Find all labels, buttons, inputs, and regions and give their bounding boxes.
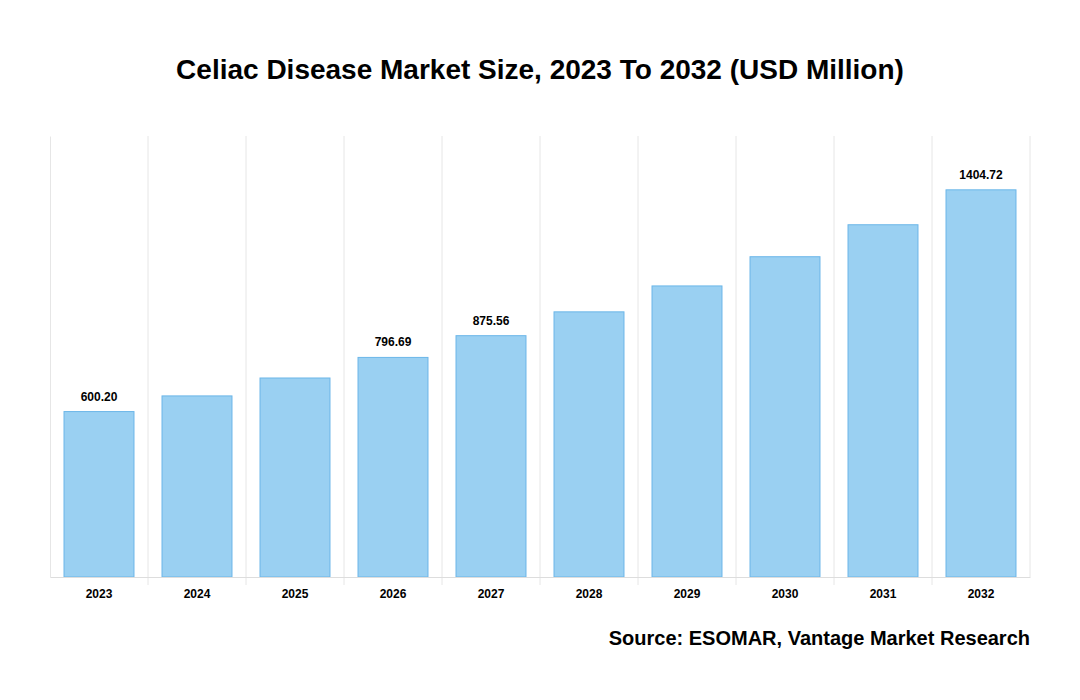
data-label: 796.69 xyxy=(375,335,412,349)
bar xyxy=(456,336,526,577)
data-label: 875.56 xyxy=(473,314,510,328)
data-labels: 600.20 796.69 875.56 1404.72 xyxy=(81,168,1003,404)
data-label: 600.20 xyxy=(81,390,118,404)
bar xyxy=(946,190,1016,577)
grid-line xyxy=(834,136,835,585)
frame-line xyxy=(1030,136,1031,577)
grid-line xyxy=(344,136,345,585)
grid-line xyxy=(932,136,933,585)
grid-line xyxy=(148,136,149,585)
x-tick-label: 2026 xyxy=(380,587,407,601)
x-tick-label: 2028 xyxy=(576,587,603,601)
bars xyxy=(64,190,1016,577)
y-axis xyxy=(50,137,51,578)
grid-line xyxy=(540,136,541,585)
grid-line xyxy=(246,136,247,585)
source: Source: ESOMAR, Vantage Market Research xyxy=(609,627,1030,649)
bar xyxy=(554,312,624,577)
grid-line xyxy=(442,136,443,585)
chart: Celiac Disease Market Size, 2023 To 2032… xyxy=(0,0,1080,700)
x-axis-line xyxy=(51,577,1031,578)
x-tick: 2030 xyxy=(772,577,799,601)
x-tick-label: 2029 xyxy=(674,587,701,601)
x-tick: 2029 xyxy=(674,577,701,601)
x-tick-label: 2023 xyxy=(86,587,113,601)
bar xyxy=(162,396,232,577)
grid xyxy=(148,136,932,585)
x-tick-label: 2032 xyxy=(968,587,995,601)
title: Celiac Disease Market Size, 2023 To 2032… xyxy=(176,54,904,85)
bar xyxy=(750,257,820,577)
y-axis-line xyxy=(50,137,51,578)
x-tick-label: 2027 xyxy=(478,587,505,601)
x-tick-label: 2025 xyxy=(282,587,309,601)
x-tick: 2024 xyxy=(184,577,211,601)
x-tick: 2031 xyxy=(870,577,897,601)
bar xyxy=(652,286,722,577)
x-axis: 2023 2024 2025 2026 2027 2028 2029 2030 2031 2032 xyxy=(51,577,1031,601)
x-tick: 2026 xyxy=(380,577,407,601)
x-tick-label: 2031 xyxy=(870,587,897,601)
x-tick: 2032 xyxy=(968,577,995,601)
x-tick: 2025 xyxy=(282,577,309,601)
x-tick: 2027 xyxy=(478,577,505,601)
x-tick-label: 2024 xyxy=(184,587,211,601)
grid-line xyxy=(736,136,737,585)
x-tick: 2028 xyxy=(576,577,603,601)
bar xyxy=(358,357,428,577)
data-label: 1404.72 xyxy=(959,168,1003,182)
bar xyxy=(260,378,330,577)
x-tick: 2023 xyxy=(86,577,113,601)
bar xyxy=(64,412,134,577)
grid-line xyxy=(638,136,639,585)
bar xyxy=(848,225,918,577)
x-tick-label: 2030 xyxy=(772,587,799,601)
